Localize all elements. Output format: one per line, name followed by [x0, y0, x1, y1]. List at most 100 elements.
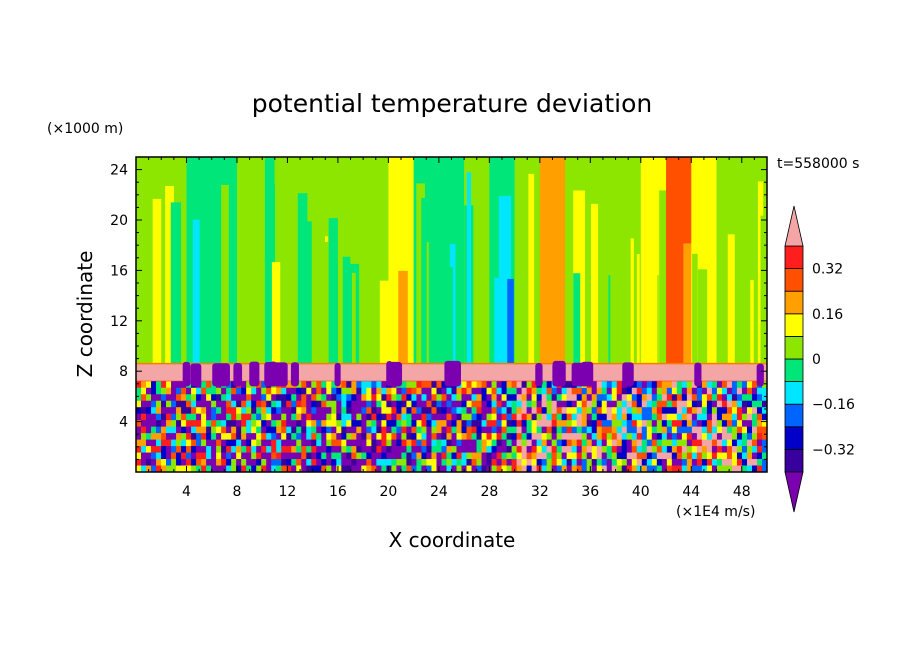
turbulence-cell	[296, 459, 302, 467]
turbulence-cell	[716, 394, 723, 402]
turbulence-cell	[676, 465, 683, 472]
turbulence-cell	[736, 413, 743, 421]
turbulence-cell	[361, 452, 367, 460]
turbulence-cell	[681, 465, 688, 472]
turbulence-cell	[531, 394, 538, 402]
turbulence-cell	[266, 439, 272, 447]
turbulence-cell	[356, 394, 362, 402]
turbulence-cell	[371, 452, 377, 460]
turbulence-cell	[171, 407, 177, 415]
turbulence-cell	[656, 407, 663, 415]
turbulence-cell	[626, 465, 633, 472]
turbulence-cell	[461, 459, 468, 467]
turbulence-cell	[411, 452, 418, 460]
turbulence-cell	[201, 452, 207, 460]
turbulence-cell	[571, 452, 578, 460]
turbulence-cell	[591, 413, 598, 421]
turbulence-cell	[691, 459, 698, 467]
turbulence-cell	[366, 394, 372, 402]
turbulence-cell	[211, 439, 217, 447]
turbulence-cell	[156, 465, 162, 472]
turbulence-cell	[171, 420, 177, 428]
turbulence-cell	[616, 446, 623, 454]
turbulence-cell	[336, 452, 342, 460]
turbulence-cell	[311, 452, 317, 460]
turbulence-cell	[566, 381, 573, 389]
turbulence-cell	[676, 459, 683, 467]
turbulence-cell	[681, 420, 688, 428]
turbulence-cell	[641, 446, 648, 454]
turbulence-cell	[486, 439, 493, 447]
turbulence-cell	[521, 420, 528, 428]
turbulence-cell	[716, 446, 723, 454]
turbulence-cell	[531, 413, 538, 421]
turbulence-cell	[141, 420, 147, 428]
turbulence-cell	[176, 452, 182, 460]
turbulence-cell	[716, 452, 723, 460]
turbulence-cell	[556, 387, 563, 395]
turbulence-cell	[701, 407, 708, 415]
turbulence-cell	[486, 400, 493, 408]
turbulence-cell	[176, 387, 182, 395]
upper-streak	[195, 178, 207, 364]
turbulence-cell	[386, 420, 393, 428]
turbulence-cell	[141, 452, 147, 460]
turbulence-cell	[606, 459, 613, 467]
turbulence-cell	[751, 413, 758, 421]
turbulence-cell	[401, 426, 408, 434]
turbulence-cell	[746, 400, 753, 408]
turbulence-cell	[306, 439, 312, 447]
turbulence-cell	[416, 439, 423, 447]
turbulence-cell	[376, 407, 382, 415]
turbulence-cell	[541, 407, 548, 415]
turbulence-cell	[431, 420, 438, 428]
turbulence-cell	[446, 439, 453, 447]
upper-streak	[670, 167, 676, 364]
turbulence-cell	[636, 420, 643, 428]
turbulence-cell	[671, 387, 678, 395]
x-tick-label: 28	[480, 484, 498, 500]
turbulence-cell	[436, 413, 443, 421]
turbulence-cell	[506, 394, 513, 402]
turbulence-cell	[636, 433, 643, 441]
turbulence-cell	[646, 394, 653, 402]
turbulence-cell	[196, 433, 202, 441]
colorbar-segment	[784, 313, 804, 337]
turbulence-cell	[211, 407, 217, 415]
turbulence-cell	[291, 433, 297, 441]
turbulence-cell	[356, 413, 362, 421]
turbulence-cell	[651, 420, 658, 428]
turbulence-cell	[256, 387, 262, 395]
turbulence-cell	[291, 446, 297, 454]
turbulence-cell	[351, 387, 357, 395]
turbulence-cell	[431, 400, 438, 408]
turbulence-cell	[756, 465, 763, 472]
turbulence-cell	[626, 459, 633, 467]
turbulence-cell	[671, 381, 678, 389]
turbulence-cell	[366, 420, 372, 428]
turbulence-cell	[591, 387, 598, 395]
turbulence-cell	[176, 433, 182, 441]
turbulence-cell	[476, 394, 483, 402]
turbulence-cell	[461, 426, 468, 434]
turbulence-cell	[486, 381, 493, 389]
turbulence-cell	[646, 387, 653, 395]
turbulence-cell	[646, 452, 653, 460]
turbulence-cell	[166, 413, 172, 421]
turbulence-cell	[701, 420, 708, 428]
turbulence-cell	[571, 387, 578, 395]
turbulence-cell	[421, 394, 428, 402]
turbulence-cell	[301, 413, 307, 421]
turbulence-cell	[691, 452, 698, 460]
turbulence-cell	[281, 420, 287, 428]
turbulence-cell	[746, 413, 753, 421]
turbulence-cell	[661, 413, 668, 421]
turbulence-cell	[286, 407, 292, 415]
upper-streak	[371, 196, 375, 364]
turbulence-cell	[186, 439, 192, 447]
turbulence-cell	[186, 426, 192, 434]
turbulence-cell	[711, 439, 718, 447]
turbulence-cell	[186, 394, 192, 402]
turbulence-cell	[376, 439, 382, 447]
turbulence-cell	[381, 465, 387, 472]
